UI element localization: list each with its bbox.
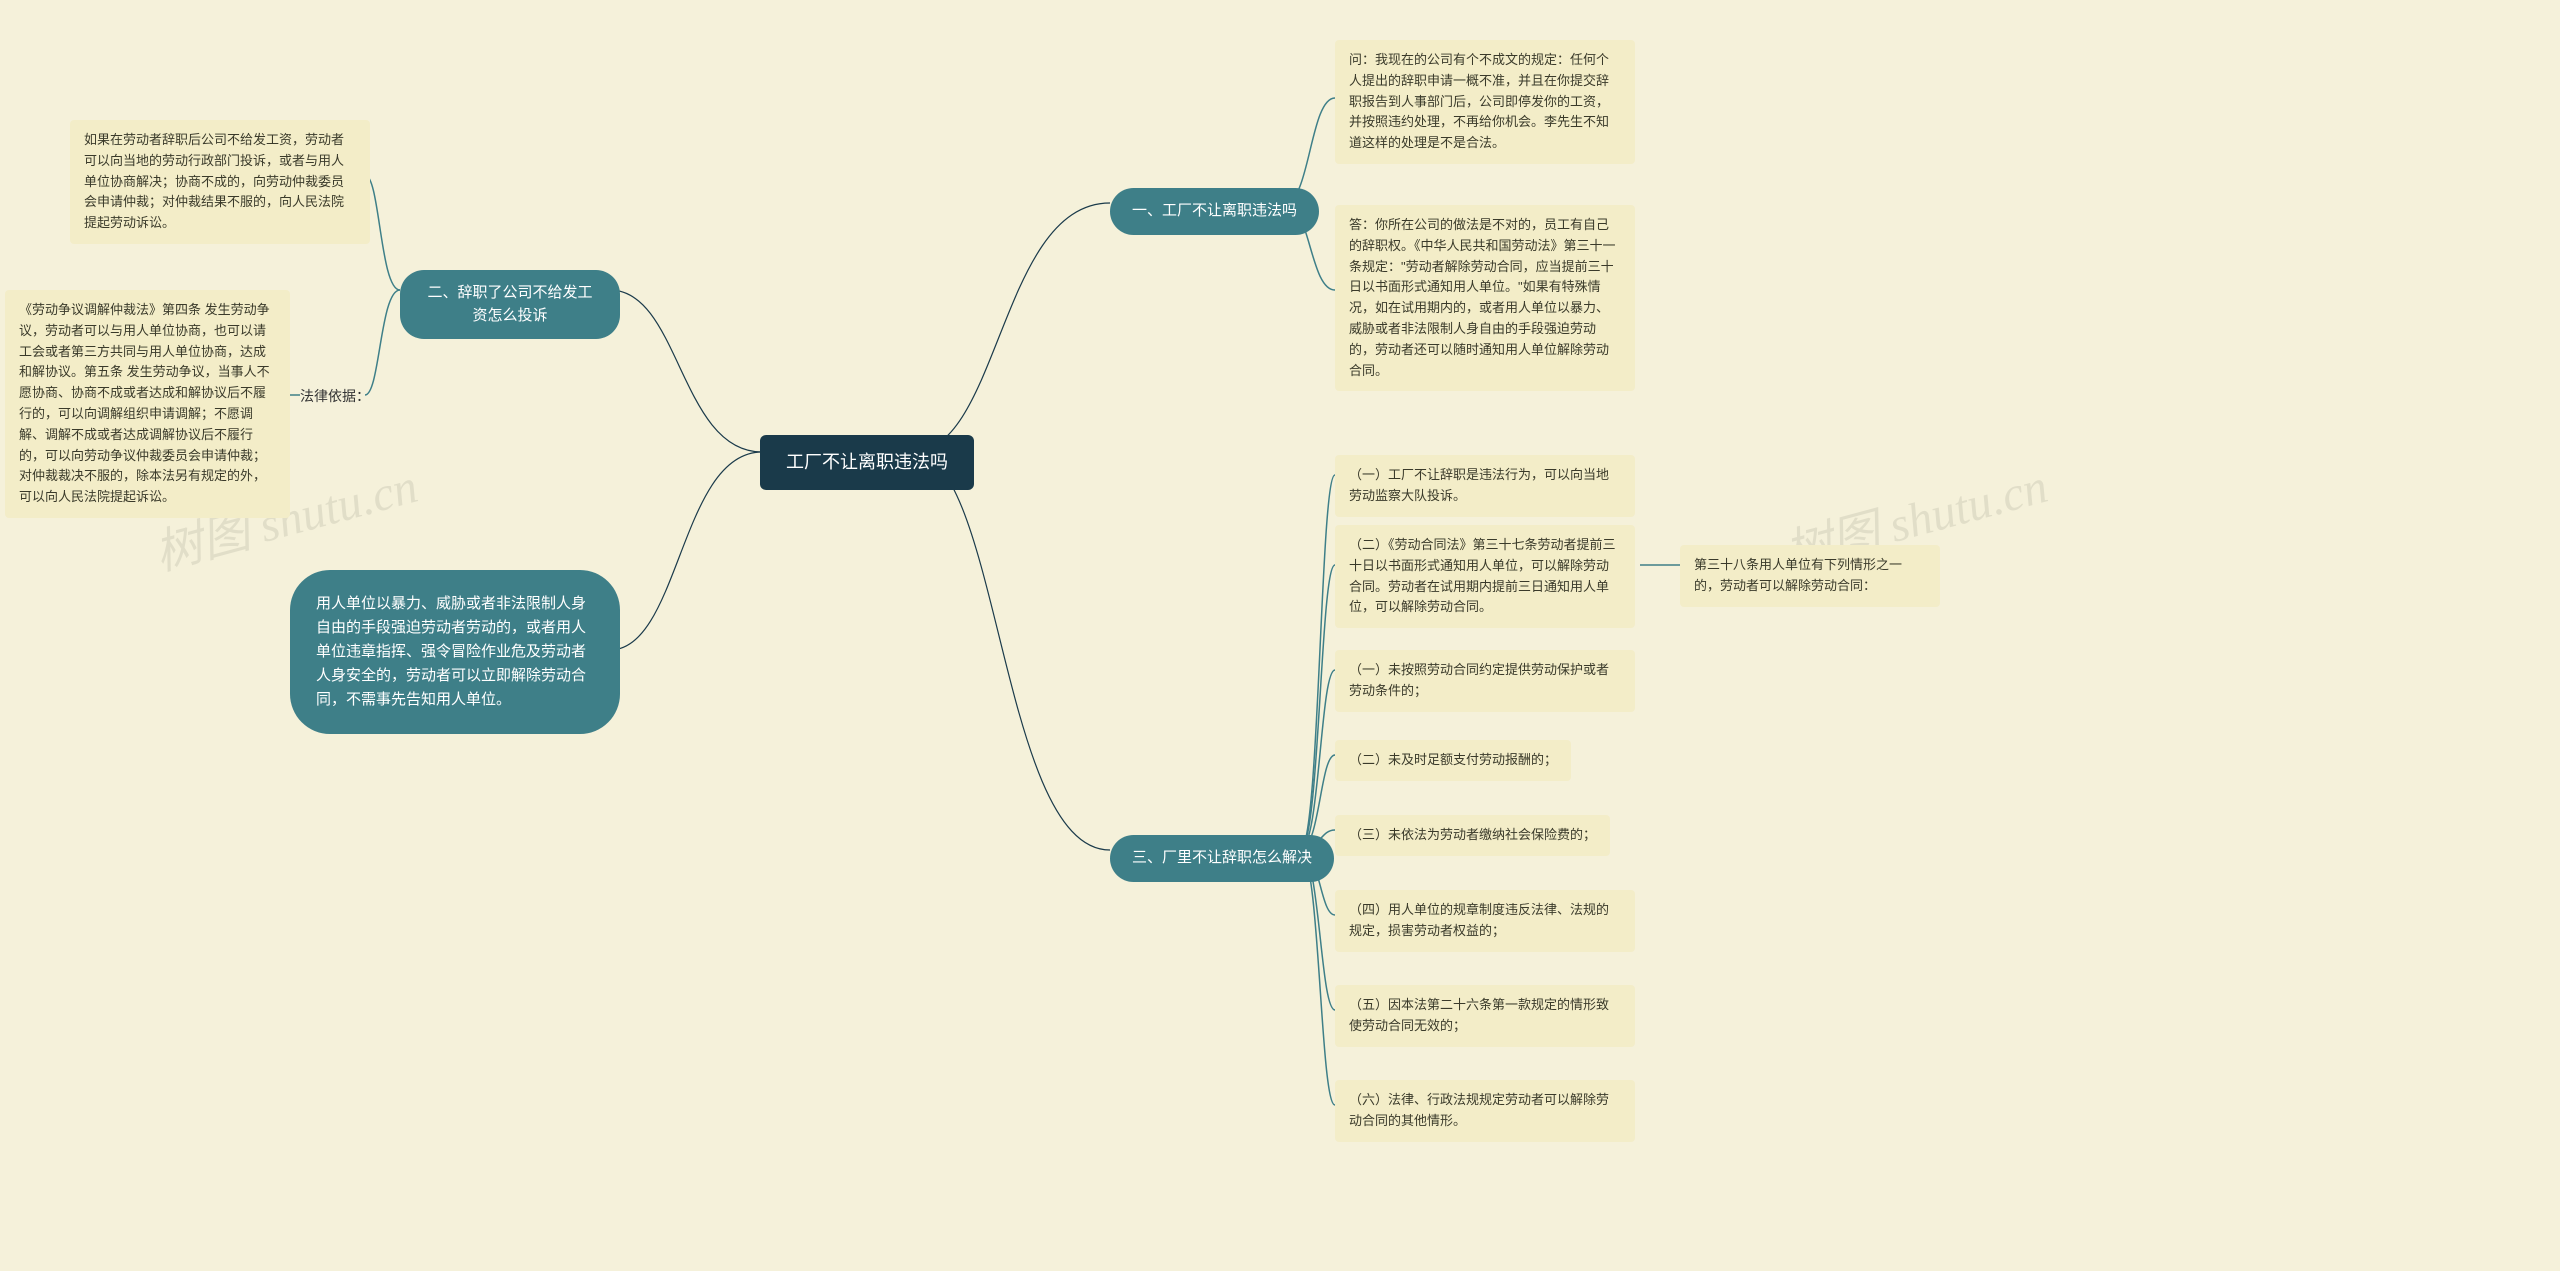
leaf-b2-0: 如果在劳动者辞职后公司不给发工资，劳动者可以向当地的劳动行政部门投诉，或者与用人…: [70, 120, 370, 244]
branch-2: 二、辞职了公司不给发工资怎么投诉: [400, 270, 620, 339]
leaf-b3-4: （三）未依法为劳动者缴纳社会保险费的；: [1335, 815, 1610, 856]
leaf-b3-1: （二）《劳动合同法》第三十七条劳动者提前三十日以书面形式通知用人单位，可以解除劳…: [1335, 525, 1635, 628]
leaf-b2-1: 《劳动争议调解仲裁法》第四条 发生劳动争议，劳动者可以与用人单位协商，也可以请工…: [5, 290, 290, 518]
leaf-b3-7: （六）法律、行政法规规定劳动者可以解除劳动合同的其他情形。: [1335, 1080, 1635, 1142]
branch-long: 用人单位以暴力、威胁或者非法限制人身自由的手段强迫劳动者劳动的，或者用人单位违章…: [290, 570, 620, 734]
branch-3: 三、厂里不让辞职怎么解决: [1110, 835, 1334, 882]
leaf-b1-1: 答：你所在公司的做法是不对的，员工有自己的辞职权。《中华人民共和国劳动法》第三十…: [1335, 205, 1635, 391]
law-label: 法律依据：: [300, 386, 370, 407]
leaf-b3-0: （一）工厂不让辞职是违法行为，可以向当地劳动监察大队投诉。: [1335, 455, 1635, 517]
branch-1: 一、工厂不让离职违法吗: [1110, 188, 1319, 235]
leaf-b3-3: （二）未及时足额支付劳动报酬的；: [1335, 740, 1571, 781]
leaf-b3-5: （四）用人单位的规章制度违反法律、法规的规定，损害劳动者权益的；: [1335, 890, 1635, 952]
leaf-b3-2: （一）未按照劳动合同约定提供劳动保护或者劳动条件的；: [1335, 650, 1635, 712]
root-node: 工厂不让离职违法吗: [760, 435, 974, 490]
leaf-b3-6: （五）因本法第二十六条第一款规定的情形致使劳动合同无效的；: [1335, 985, 1635, 1047]
leaf-b1-0: 问：我现在的公司有个不成文的规定：任何个人提出的辞职申请一概不准，并且在你提交辞…: [1335, 40, 1635, 164]
leaf-b3-sub: 第三十八条用人单位有下列情形之一的，劳动者可以解除劳动合同：: [1680, 545, 1940, 607]
